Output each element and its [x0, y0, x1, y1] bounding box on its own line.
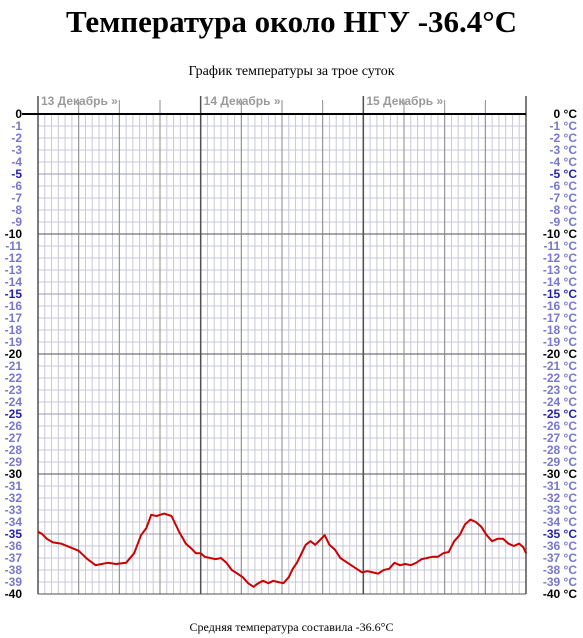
y-tick-left: -7: [11, 191, 22, 205]
y-tick-left: -4: [11, 155, 22, 169]
y-tick-right: -9 °C: [550, 215, 578, 229]
y-tick-right: -34 °C: [543, 515, 577, 529]
y-tick-right: -40 °C: [543, 587, 577, 601]
y-tick-left: -2: [11, 131, 22, 145]
y-tick-right: -24 °C: [543, 395, 577, 409]
y-tick-left: -6: [11, 179, 22, 193]
y-tick-left: -9: [11, 215, 22, 229]
y-tick-right: -32 °C: [543, 491, 577, 505]
y-tick-left: -13: [5, 263, 23, 277]
y-tick-left: -19: [5, 335, 23, 349]
y-tick-right: -27 °C: [543, 431, 577, 445]
y-tick-right: -7 °C: [550, 191, 578, 205]
y-tick-right: -37 °C: [543, 551, 577, 565]
y-tick-right: -16 °C: [543, 299, 577, 313]
y-tick-left: -36: [5, 539, 23, 553]
y-tick-left: -22: [5, 371, 23, 385]
y-tick-right: -23 °C: [543, 383, 577, 397]
y-tick-left: -26: [5, 419, 23, 433]
y-tick-right: -14 °C: [543, 275, 577, 289]
day-label: 15 Декабрь »: [366, 94, 443, 108]
y-tick-left: -24: [5, 395, 23, 409]
y-tick-right: -10 °C: [543, 227, 577, 241]
y-tick-left: -38: [5, 563, 23, 577]
y-tick-right: -12 °C: [543, 251, 577, 265]
y-tick-left: -15: [5, 287, 23, 301]
y-tick-right: -30 °C: [543, 467, 577, 481]
y-tick-right: -5 °C: [550, 167, 578, 181]
y-tick-right: -39 °C: [543, 575, 577, 589]
y-tick-right: -22 °C: [543, 371, 577, 385]
y-tick-right: -26 °C: [543, 419, 577, 433]
y-tick-right: -35 °C: [543, 527, 577, 541]
y-tick-right: -31 °C: [543, 479, 577, 493]
series-layer: [37, 512, 527, 588]
chart-subtitle: График температуры за трое суток: [188, 64, 395, 79]
y-tick-left: -21: [5, 359, 23, 373]
y-tick-left: -30: [5, 467, 23, 481]
y-tick-right: -38 °C: [543, 563, 577, 577]
y-tick-left: -18: [5, 323, 23, 337]
y-tick-right: -17 °C: [543, 311, 577, 325]
y-tick-right: -1 °C: [550, 119, 578, 133]
y-tick-right: -8 °C: [550, 203, 578, 217]
y-tick-right: -25 °C: [543, 407, 577, 421]
y-tick-left: -40: [5, 587, 23, 601]
y-tick-left: -20: [5, 347, 23, 361]
y-tick-left: -14: [5, 275, 23, 289]
y-tick-left: -29: [5, 455, 23, 469]
y-tick-right: -21 °C: [543, 359, 577, 373]
y-tick-right: -13 °C: [543, 263, 577, 277]
y-tick-right: -3 °C: [550, 143, 578, 157]
y-tick-right: -4 °C: [550, 155, 578, 169]
y-tick-right: -33 °C: [543, 503, 577, 517]
temperature-series-line: [37, 512, 527, 588]
y-tick-left: -39: [5, 575, 23, 589]
y-tick-left: 0: [15, 107, 22, 121]
average-temperature-note: Средняя температура составила -36.6°C: [189, 620, 394, 634]
y-tick-left: -32: [5, 491, 23, 505]
y-tick-left: -17: [5, 311, 23, 325]
y-tick-right: -28 °C: [543, 443, 577, 457]
y-tick-right: -15 °C: [543, 287, 577, 301]
y-tick-left: -8: [11, 203, 22, 217]
y-ticks-right: 0 °C-1 °C-2 °C-3 °C-4 °C-5 °C-6 °C-7 °C-…: [543, 107, 577, 601]
y-tick-left: -37: [5, 551, 23, 565]
y-tick-right: -29 °C: [543, 455, 577, 469]
y-tick-left: -27: [5, 431, 23, 445]
y-tick-left: -25: [5, 407, 23, 421]
y-tick-left: -35: [5, 527, 23, 541]
page-title: Температура около НГУ -36.4°C: [65, 4, 518, 39]
y-tick-right: -6 °C: [550, 179, 578, 193]
y-tick-left: -12: [5, 251, 23, 265]
y-tick-left: -11: [5, 239, 22, 253]
y-tick-right: -2 °C: [550, 131, 578, 145]
y-tick-right: 0 °C: [554, 107, 578, 121]
day-label: 13 Декабрь »: [41, 94, 118, 108]
y-tick-left: -10: [5, 227, 23, 241]
y-tick-right: -19 °C: [543, 335, 577, 349]
y-tick-left: -23: [5, 383, 23, 397]
y-tick-left: -31: [5, 479, 23, 493]
y-tick-left: -33: [5, 503, 23, 517]
y-tick-left: -3: [11, 143, 22, 157]
y-tick-left: -34: [5, 515, 23, 529]
y-tick-left: -16: [5, 299, 23, 313]
y-tick-right: -20 °C: [543, 347, 577, 361]
y-tick-right: -11 °C: [544, 239, 578, 253]
day-label: 14 Декабрь »: [204, 94, 281, 108]
y-tick-left: -1: [11, 119, 22, 133]
y-tick-right: -36 °C: [543, 539, 577, 553]
day-labels: 13 Декабрь » 14 Декабрь » 15 Декабрь »: [41, 94, 444, 108]
y-tick-left: -5: [11, 167, 22, 181]
y-ticks-left: 0-1-2-3-4-5-6-7-8-9-10-11-12-13-14-15-16…: [5, 107, 23, 601]
y-tick-left: -28: [5, 443, 23, 457]
y-tick-right: -18 °C: [543, 323, 577, 337]
grid-major: [22, 96, 527, 595]
